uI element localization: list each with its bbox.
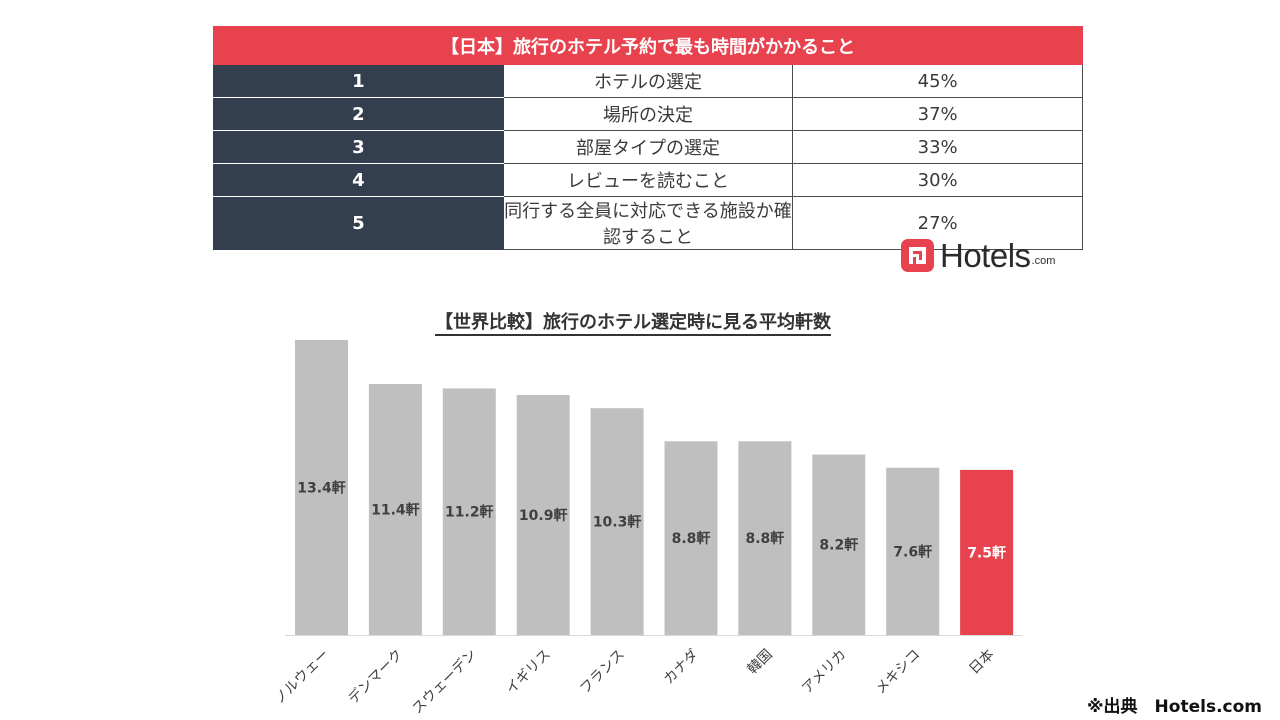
rank-number: 4 bbox=[213, 163, 504, 197]
table-row: 3 部屋タイプの選定 33% bbox=[213, 130, 1083, 164]
rank-item: 場所の決定 bbox=[502, 97, 794, 131]
category-label: デンマーク bbox=[345, 646, 407, 708]
bar bbox=[960, 469, 1014, 635]
table-row: 5 同行する全員に対応できる施設か確認すること 27% bbox=[213, 196, 1083, 250]
data-label: 7.5軒 bbox=[967, 544, 1006, 561]
data-label: 8.2軒 bbox=[819, 537, 858, 554]
source-note: ※出典 Hotels.com bbox=[1087, 697, 1262, 717]
hotels-logo-icon bbox=[901, 238, 934, 272]
rank-item: 部屋タイプの選定 bbox=[502, 130, 794, 164]
chart-title-text: 【世界比較】旅行のホテル選定時に見る平均軒数 bbox=[435, 312, 831, 336]
bar bbox=[738, 441, 792, 635]
bar bbox=[516, 395, 570, 635]
data-label: 10.3軒 bbox=[593, 514, 642, 531]
logo-wordmark: Hotels bbox=[940, 236, 1031, 274]
table-row: 4 レビューを読むこと 30% bbox=[213, 163, 1083, 197]
bar bbox=[812, 454, 866, 635]
data-label: 8.8軒 bbox=[672, 530, 711, 547]
rank-item: ホテルの選定 bbox=[502, 64, 794, 98]
category-label: アメリカ bbox=[799, 647, 849, 697]
rank-item: レビューを読むこと bbox=[502, 163, 794, 197]
table-title-row: 【日本】旅行のホテル予約で最も時間がかかること bbox=[213, 26, 1083, 65]
data-label: 8.8軒 bbox=[745, 530, 784, 547]
rank-item: 同行する全員に対応できる施設か確認すること bbox=[502, 196, 794, 250]
bar bbox=[590, 408, 644, 635]
rank-percent: 27% bbox=[792, 196, 1083, 250]
category-label: フランス bbox=[577, 647, 628, 698]
data-label: 11.2軒 bbox=[445, 504, 494, 521]
category-label: スウェーデン bbox=[409, 646, 480, 717]
category-label: 日本 bbox=[966, 647, 997, 678]
rank-number: 5 bbox=[213, 196, 504, 250]
rank-number: 3 bbox=[213, 130, 504, 164]
chart-title: 【世界比較】旅行のホテル選定時に見る平均軒数 bbox=[0, 308, 1266, 336]
data-label: 13.4軒 bbox=[297, 480, 346, 497]
rank-number: 2 bbox=[213, 97, 504, 131]
category-label: メキシコ bbox=[873, 647, 924, 698]
rank-percent: 33% bbox=[792, 130, 1083, 164]
table-row: 1 ホテルの選定 45% bbox=[213, 64, 1083, 98]
category-label: カナダ bbox=[661, 647, 702, 688]
table-title: 【日本】旅行のホテル予約で最も時間がかかること bbox=[213, 26, 1083, 65]
bar bbox=[295, 340, 348, 635]
ranking-table: 【日本】旅行のホテル予約で最も時間がかかること 1 ホテルの選定 45% 2 場… bbox=[213, 26, 1083, 250]
hotels-logo: Hotels .com bbox=[901, 237, 1055, 273]
data-label: 10.9軒 bbox=[519, 507, 568, 524]
data-label: 7.6軒 bbox=[893, 543, 932, 560]
table-row: 2 場所の決定 37% bbox=[213, 97, 1083, 131]
bar bbox=[368, 384, 422, 635]
category-label: 韓国 bbox=[745, 647, 776, 678]
bar bbox=[442, 388, 496, 635]
logo-domain: .com bbox=[1031, 255, 1056, 267]
bar bbox=[886, 467, 940, 635]
data-label: 11.4軒 bbox=[371, 502, 420, 519]
category-label: イギリス bbox=[503, 647, 554, 698]
category-label: ノルウェー bbox=[272, 647, 333, 708]
rank-percent: 30% bbox=[792, 163, 1083, 197]
bar bbox=[664, 441, 718, 635]
